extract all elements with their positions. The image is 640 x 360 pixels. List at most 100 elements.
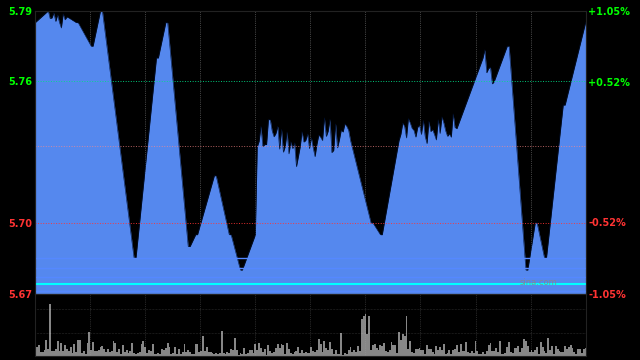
Bar [124,352,125,356]
Bar [227,352,228,356]
Bar [366,334,368,356]
Bar [133,353,135,356]
Bar [47,349,49,356]
Bar [266,355,268,356]
Bar [79,340,81,356]
Bar [333,354,335,356]
Bar [424,354,426,356]
Bar [282,346,284,356]
Bar [431,352,433,356]
Bar [176,354,178,356]
Bar [575,354,577,356]
Bar [262,352,264,356]
Bar [410,341,411,356]
Bar [66,349,68,356]
Bar [115,343,116,356]
Bar [545,353,547,356]
Bar [92,342,94,356]
Bar [193,354,195,356]
Bar [392,345,394,356]
Bar [385,351,387,356]
Bar [249,350,251,356]
Bar [141,344,143,356]
Bar [245,354,247,356]
Bar [237,355,239,356]
Bar [225,354,227,356]
Bar [475,341,476,356]
Bar [236,350,237,356]
Bar [125,351,127,356]
Bar [143,341,145,356]
Bar [417,349,419,356]
Bar [301,350,303,356]
Bar [135,354,137,356]
Bar [460,345,461,356]
Bar [303,353,305,356]
Text: sina.com: sina.com [520,278,557,287]
Bar [131,343,133,356]
Bar [523,339,525,356]
Bar [243,348,245,356]
Bar [221,331,223,356]
Bar [35,347,36,356]
Bar [202,336,204,356]
Bar [430,349,431,356]
Bar [415,348,417,356]
Bar [284,354,286,356]
Bar [363,316,365,356]
Bar [234,338,236,356]
Bar [568,347,570,356]
Bar [294,352,296,356]
Bar [210,352,211,356]
Bar [90,350,92,356]
Bar [308,353,310,356]
Bar [211,353,213,356]
Bar [351,352,353,356]
Bar [365,314,366,356]
Bar [290,353,292,356]
Bar [189,352,191,356]
Bar [217,354,219,356]
Bar [152,345,154,356]
Bar [81,352,83,356]
Bar [122,345,124,356]
Bar [400,339,402,356]
Bar [180,354,182,356]
Bar [512,353,514,356]
Bar [538,354,540,356]
Bar [549,350,551,356]
Bar [256,350,258,356]
Bar [101,346,103,356]
Bar [42,352,44,356]
Bar [241,354,243,356]
Bar [572,348,573,356]
Bar [349,347,351,356]
Bar [506,347,508,356]
Bar [547,338,549,356]
Bar [404,336,406,356]
Bar [129,351,131,356]
Bar [376,348,378,356]
Bar [357,346,359,356]
Bar [374,344,376,356]
Bar [253,352,255,356]
Bar [300,353,301,356]
Bar [525,341,527,356]
Bar [45,340,47,356]
Bar [476,351,478,356]
Bar [200,351,202,356]
Bar [449,350,451,356]
Bar [495,348,497,356]
Bar [422,350,424,356]
Bar [53,351,55,356]
Bar [55,348,57,356]
Bar [269,351,271,356]
Bar [88,332,90,356]
Bar [156,354,157,356]
Bar [116,352,118,356]
Bar [579,349,581,356]
Bar [98,350,100,356]
Bar [196,344,198,356]
Bar [288,349,290,356]
Bar [463,351,465,356]
